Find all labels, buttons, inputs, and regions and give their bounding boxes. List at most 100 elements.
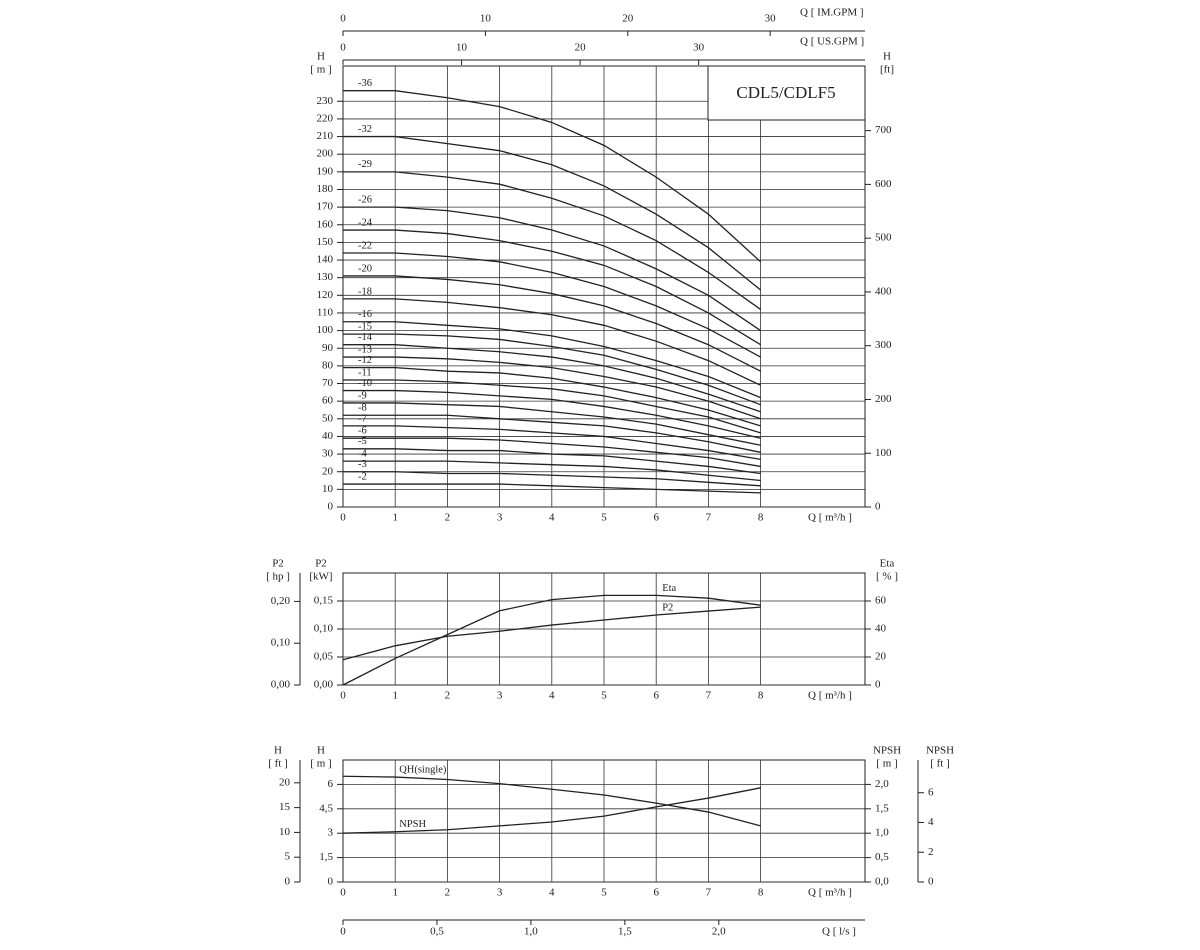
y-axis-label: H [317,51,325,63]
y-tick-label: 200 [317,148,334,160]
y-axis-unit: [ m ] [310,64,331,76]
y-tick-label: 190 [317,165,334,177]
series-label: -8 [358,403,367,414]
x-tick-label: 6 [653,690,659,702]
series-label: -15 [358,322,372,333]
top-tick-label: 30 [765,13,777,25]
series-line [342,594,761,686]
y-tick-label: 10 [322,483,334,495]
y-tick-label: 0,00 [314,679,334,691]
y3-tick-label: 0,10 [271,637,291,649]
x-axis-label: Q [ m³/h ] [808,887,852,899]
y3-axis-label: H [274,745,282,757]
y-tick-label: 0 [328,876,334,888]
bottom-axis-label: Q [ l/s ] [822,926,856,938]
series-label: Eta [662,583,676,594]
series-label: -18 [358,286,372,297]
y4-axis-unit: [ ft ] [930,758,950,770]
series-line [343,366,761,427]
y-tick-label: 230 [317,95,334,107]
y3-axis-label: P2 [272,558,284,570]
y-tick-label: 70 [322,377,334,389]
x-tick-label: 6 [653,887,659,899]
y-tick-label: 60 [322,395,334,407]
y3-tick-label: 15 [279,801,291,813]
x-tick-label: 1 [392,887,398,899]
series-line [343,414,761,453]
series-label: -29 [358,159,372,170]
y3-tick-label: 10 [279,826,291,838]
y2-axis-label: NPSH [873,745,901,757]
y2-axis-unit: [ m ] [876,758,897,770]
bottom-tick-label: 2,0 [712,926,726,938]
x-tick-label: 1 [392,512,398,524]
x-tick-label: 0 [340,690,346,702]
top-axis-label: Q [ IM.GPM ] [800,7,864,19]
y-tick-label: 160 [317,218,334,230]
y2-tick-label: 60 [875,595,887,607]
series-label: P2 [662,602,673,613]
x-tick-label: 3 [497,690,503,702]
series-line [343,252,761,358]
series-label: -7 [358,413,367,424]
series-label: -14 [358,332,373,343]
x-tick-label: 0 [340,887,346,899]
y-tick-label: 80 [322,359,334,371]
y-tick-label: 0 [328,501,334,513]
y-tick-label: 4,5 [319,802,333,814]
x-tick-label: 7 [706,690,712,702]
y3-tick-label: 0 [285,876,291,888]
series-line [343,356,761,420]
series-line [342,775,761,827]
y-tick-label: 0,15 [314,595,334,607]
y-tick-label: 210 [317,130,334,142]
series-label: -20 [358,263,372,274]
series-label: -36 [358,78,372,89]
y3-axis-unit: [ hp ] [266,571,290,583]
y2-axis-label: Eta [880,558,895,570]
bottom-tick-label: 1,5 [618,926,632,938]
y2-tick-label: 40 [875,623,887,635]
x-tick-label: 5 [601,512,607,524]
y-tick-label: 170 [317,201,334,213]
series-label: -22 [358,240,372,251]
y2-tick-label: 500 [875,232,892,244]
y2-tick-label: 0 [875,501,881,513]
series-line [343,483,761,494]
top-tick-label: 10 [480,13,492,25]
x-axis-label: Q [ m³/h ] [808,690,852,702]
y-tick-label: 100 [317,324,334,336]
x-tick-label: 2 [445,690,451,702]
y-tick-label: 6 [328,778,334,790]
y2-tick-label: 400 [875,285,892,297]
top-tick-label: 20 [575,42,587,54]
series-label: -12 [358,355,372,366]
y2-tick-label: 0,5 [875,851,889,863]
x-tick-label: 4 [549,690,555,702]
top-tick-label: 0 [340,42,346,54]
x-tick-label: 4 [549,512,555,524]
series-label: -32 [358,124,372,135]
x-tick-label: 3 [497,512,503,524]
series-line [343,379,761,434]
series-label: -5 [358,436,367,447]
series-label: -2 [358,471,367,482]
bottom-tick-label: 1,0 [524,926,538,938]
x-tick-label: 5 [601,887,607,899]
y2-tick-label: 300 [875,339,892,351]
top-tick-label: 10 [456,42,468,54]
y3-tick-label: 0,20 [271,595,291,607]
top-tick-label: 30 [693,42,705,54]
y3-tick-label: 5 [285,851,291,863]
series-line [343,471,761,487]
y2-tick-label: 20 [875,651,887,663]
y4-tick-label: 4 [928,816,934,828]
series-line [343,298,761,386]
series-label: -4 [358,449,367,460]
y2-tick-label: 100 [875,447,892,459]
y-axis-label: P2 [315,558,327,570]
series-line [343,448,761,475]
top-tick-label: 0 [340,13,346,25]
series-label: -11 [358,367,372,378]
title-box [707,65,866,121]
